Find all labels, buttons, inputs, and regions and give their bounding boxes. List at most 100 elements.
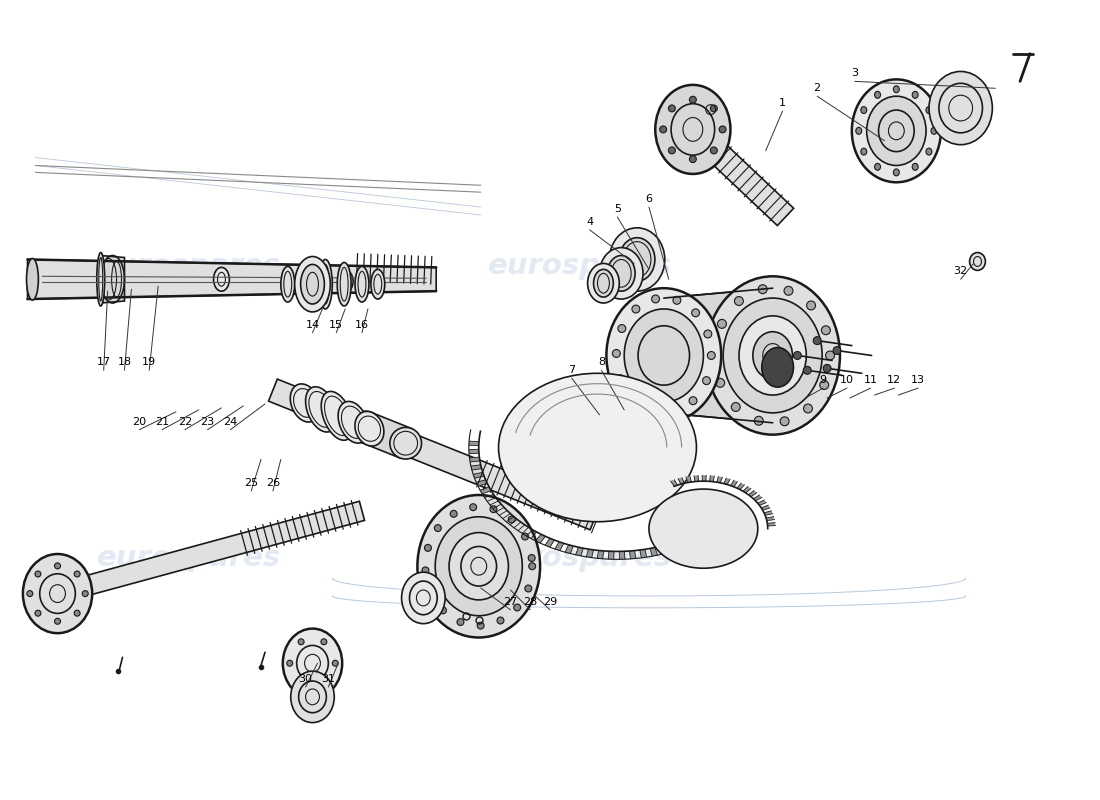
Polygon shape (536, 534, 546, 543)
Ellipse shape (606, 288, 722, 422)
Polygon shape (754, 495, 762, 501)
Polygon shape (768, 522, 776, 526)
Polygon shape (694, 475, 698, 482)
Polygon shape (469, 441, 478, 446)
Ellipse shape (35, 610, 41, 616)
Ellipse shape (594, 270, 614, 297)
Polygon shape (660, 545, 668, 554)
Polygon shape (724, 478, 730, 485)
Text: 13: 13 (911, 375, 925, 385)
Ellipse shape (355, 266, 368, 302)
Polygon shape (28, 259, 437, 299)
Polygon shape (737, 483, 745, 490)
Ellipse shape (689, 397, 697, 405)
Ellipse shape (874, 163, 880, 170)
Text: 12: 12 (888, 375, 901, 385)
Polygon shape (496, 507, 507, 515)
Ellipse shape (651, 295, 660, 303)
Polygon shape (471, 465, 482, 470)
Ellipse shape (669, 105, 675, 112)
Ellipse shape (283, 629, 342, 698)
Ellipse shape (656, 85, 730, 174)
Ellipse shape (609, 228, 664, 291)
Ellipse shape (440, 607, 447, 614)
Text: 23: 23 (200, 417, 214, 426)
Ellipse shape (755, 416, 763, 426)
Ellipse shape (613, 350, 620, 358)
Text: 30: 30 (298, 674, 312, 684)
Polygon shape (565, 545, 573, 554)
Polygon shape (480, 487, 492, 494)
Text: 5: 5 (614, 204, 620, 214)
Polygon shape (65, 502, 364, 601)
Ellipse shape (784, 286, 793, 295)
Ellipse shape (498, 374, 696, 522)
Ellipse shape (716, 378, 725, 387)
Ellipse shape (930, 71, 992, 145)
Ellipse shape (529, 562, 536, 570)
Polygon shape (473, 472, 484, 478)
Polygon shape (575, 547, 583, 556)
Polygon shape (597, 550, 604, 558)
Ellipse shape (673, 296, 681, 304)
Ellipse shape (670, 408, 678, 415)
Text: eurospares: eurospares (487, 544, 672, 572)
Ellipse shape (833, 346, 840, 354)
Ellipse shape (389, 427, 421, 459)
Polygon shape (748, 490, 757, 497)
Ellipse shape (514, 604, 520, 611)
Ellipse shape (422, 567, 429, 574)
Ellipse shape (752, 332, 792, 379)
Ellipse shape (723, 298, 822, 413)
Text: eurospares: eurospares (97, 544, 280, 572)
Ellipse shape (525, 585, 531, 592)
Text: 28: 28 (524, 597, 537, 607)
Text: eurospares: eurospares (487, 253, 672, 281)
Polygon shape (510, 519, 521, 528)
Ellipse shape (861, 148, 867, 155)
Ellipse shape (74, 571, 80, 577)
Text: 14: 14 (306, 320, 320, 330)
Polygon shape (702, 475, 706, 481)
Polygon shape (761, 506, 770, 510)
Ellipse shape (280, 266, 295, 302)
Ellipse shape (826, 351, 835, 360)
Ellipse shape (318, 259, 332, 309)
Ellipse shape (793, 351, 802, 359)
Ellipse shape (300, 265, 324, 304)
Polygon shape (469, 450, 478, 454)
Ellipse shape (705, 276, 840, 434)
Ellipse shape (470, 504, 476, 510)
Ellipse shape (26, 258, 39, 300)
Text: 1: 1 (779, 98, 786, 108)
Text: 17: 17 (97, 358, 111, 367)
Ellipse shape (711, 105, 717, 112)
Polygon shape (650, 547, 658, 556)
Text: 22: 22 (178, 417, 192, 426)
Ellipse shape (300, 262, 315, 306)
Text: 4: 4 (586, 217, 593, 227)
Ellipse shape (417, 495, 540, 638)
Ellipse shape (739, 316, 806, 395)
Polygon shape (485, 494, 496, 502)
Polygon shape (710, 475, 714, 482)
Ellipse shape (618, 325, 626, 333)
Ellipse shape (704, 330, 712, 338)
Text: 2: 2 (814, 83, 821, 94)
Polygon shape (586, 549, 594, 558)
Ellipse shape (823, 364, 830, 372)
Polygon shape (640, 550, 647, 558)
Ellipse shape (822, 326, 830, 334)
Ellipse shape (893, 86, 900, 93)
Text: 26: 26 (266, 478, 280, 488)
Polygon shape (688, 534, 697, 544)
Text: 24: 24 (223, 417, 238, 426)
Ellipse shape (624, 309, 703, 402)
Polygon shape (766, 517, 774, 521)
Ellipse shape (926, 106, 932, 114)
Ellipse shape (931, 127, 937, 134)
Text: 21: 21 (155, 417, 169, 426)
Polygon shape (717, 476, 723, 483)
Polygon shape (742, 486, 751, 493)
Text: 11: 11 (864, 375, 878, 385)
